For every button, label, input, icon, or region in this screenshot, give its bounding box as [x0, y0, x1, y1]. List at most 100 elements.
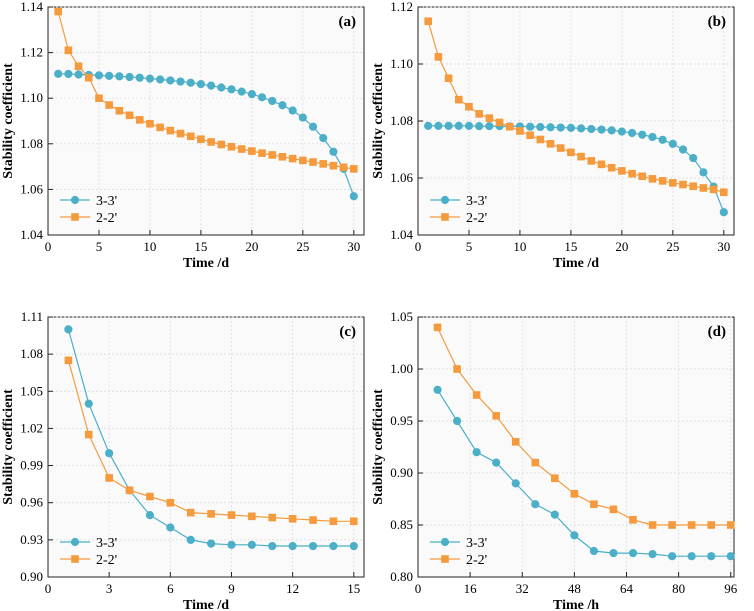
y-axis-label: Stability coefficient	[1, 63, 16, 179]
data-point	[444, 121, 453, 130]
data-point	[492, 458, 501, 467]
data-point	[452, 416, 462, 426]
x-axis-label: Time /d	[553, 256, 599, 271]
x-tick-label: 25	[666, 239, 679, 254]
data-point	[453, 365, 461, 373]
data-point	[298, 113, 307, 122]
data-point	[309, 158, 317, 166]
data-point	[268, 96, 277, 106]
data-point	[475, 110, 483, 118]
data-point	[186, 508, 195, 517]
data-point	[54, 69, 63, 78]
data-point	[709, 185, 718, 194]
y-tick-label: 1.05	[20, 383, 43, 398]
data-point	[424, 17, 432, 26]
data-point	[207, 510, 215, 518]
data-point	[156, 75, 165, 84]
data-point	[105, 101, 113, 109]
data-point	[658, 177, 667, 185]
data-point	[590, 500, 598, 508]
data-point	[511, 479, 520, 488]
data-point	[726, 552, 735, 561]
data-point	[257, 93, 267, 102]
x-tick-label: 9	[228, 581, 235, 596]
data-point	[433, 323, 442, 332]
data-point	[536, 122, 545, 132]
data-point	[444, 74, 453, 83]
data-point	[433, 385, 442, 394]
data-point	[628, 169, 636, 178]
data-point	[135, 73, 144, 82]
data-point	[687, 521, 696, 529]
y-tick-label: 1.04	[20, 227, 43, 242]
y-tick-label: 1.12	[20, 45, 43, 60]
data-point	[597, 160, 606, 169]
y-tick-label: 1.08	[20, 346, 43, 361]
data-point	[268, 541, 277, 551]
data-point	[707, 521, 715, 529]
data-point	[197, 135, 205, 144]
data-point	[64, 356, 73, 365]
chart-panel-3: 0 3 6 9 12 15 0.90 0.93 0.96 0.99 1.02 1.05 1.08 1.11…	[1, 309, 365, 611]
data-point	[726, 521, 735, 529]
y-tick-label: 1.05	[390, 309, 413, 324]
data-point	[299, 156, 307, 165]
y-tick-label: 1.08	[20, 136, 43, 151]
data-point	[146, 492, 154, 501]
data-point	[166, 523, 175, 532]
y-tick-label: 1.00	[390, 361, 413, 376]
data-point	[247, 540, 256, 549]
data-point	[556, 144, 565, 152]
data-point	[492, 412, 500, 420]
data-point	[495, 118, 504, 127]
data-point	[125, 486, 134, 495]
data-point	[339, 163, 348, 172]
data-point	[570, 531, 579, 540]
data-point	[454, 95, 463, 104]
data-point	[567, 148, 575, 157]
legend-marker	[440, 537, 450, 547]
plot-area	[47, 6, 365, 236]
x-tick-label: 0	[415, 581, 422, 596]
data-point	[125, 111, 134, 120]
data-point	[227, 85, 236, 94]
data-point	[237, 145, 246, 153]
data-point	[146, 119, 154, 128]
data-point	[84, 430, 93, 439]
data-point	[627, 128, 637, 138]
data-point	[485, 114, 494, 122]
legend-label: 3-3'	[96, 194, 117, 209]
data-point	[472, 391, 481, 399]
y-tick-label: 1.08	[390, 113, 413, 128]
data-point	[329, 517, 338, 526]
y-axis-label: Stability coefficient	[1, 389, 16, 505]
data-point	[349, 541, 358, 551]
data-point	[472, 448, 481, 457]
x-tick-label: 5	[466, 239, 473, 254]
data-point	[206, 539, 216, 548]
data-point	[186, 132, 195, 141]
legend-label: 2-2'	[466, 553, 487, 568]
data-point	[576, 124, 586, 133]
data-point	[609, 548, 618, 558]
x-tick-label: 32	[516, 581, 529, 596]
y-tick-label: 1.12	[390, 0, 413, 14]
x-tick-label: 96	[724, 581, 738, 596]
data-point	[288, 106, 297, 115]
panel-label: (a)	[339, 14, 357, 30]
data-point	[115, 72, 124, 81]
data-point	[546, 123, 555, 132]
y-tick-label: 0.90	[390, 465, 413, 480]
data-point	[329, 147, 338, 156]
data-point	[628, 548, 638, 558]
data-point	[629, 516, 637, 524]
data-point	[319, 160, 328, 168]
data-point	[247, 89, 256, 99]
data-point	[648, 175, 657, 183]
data-point	[105, 71, 114, 80]
data-point	[350, 517, 358, 526]
x-tick-label: 10	[513, 239, 526, 254]
data-point	[166, 76, 175, 85]
